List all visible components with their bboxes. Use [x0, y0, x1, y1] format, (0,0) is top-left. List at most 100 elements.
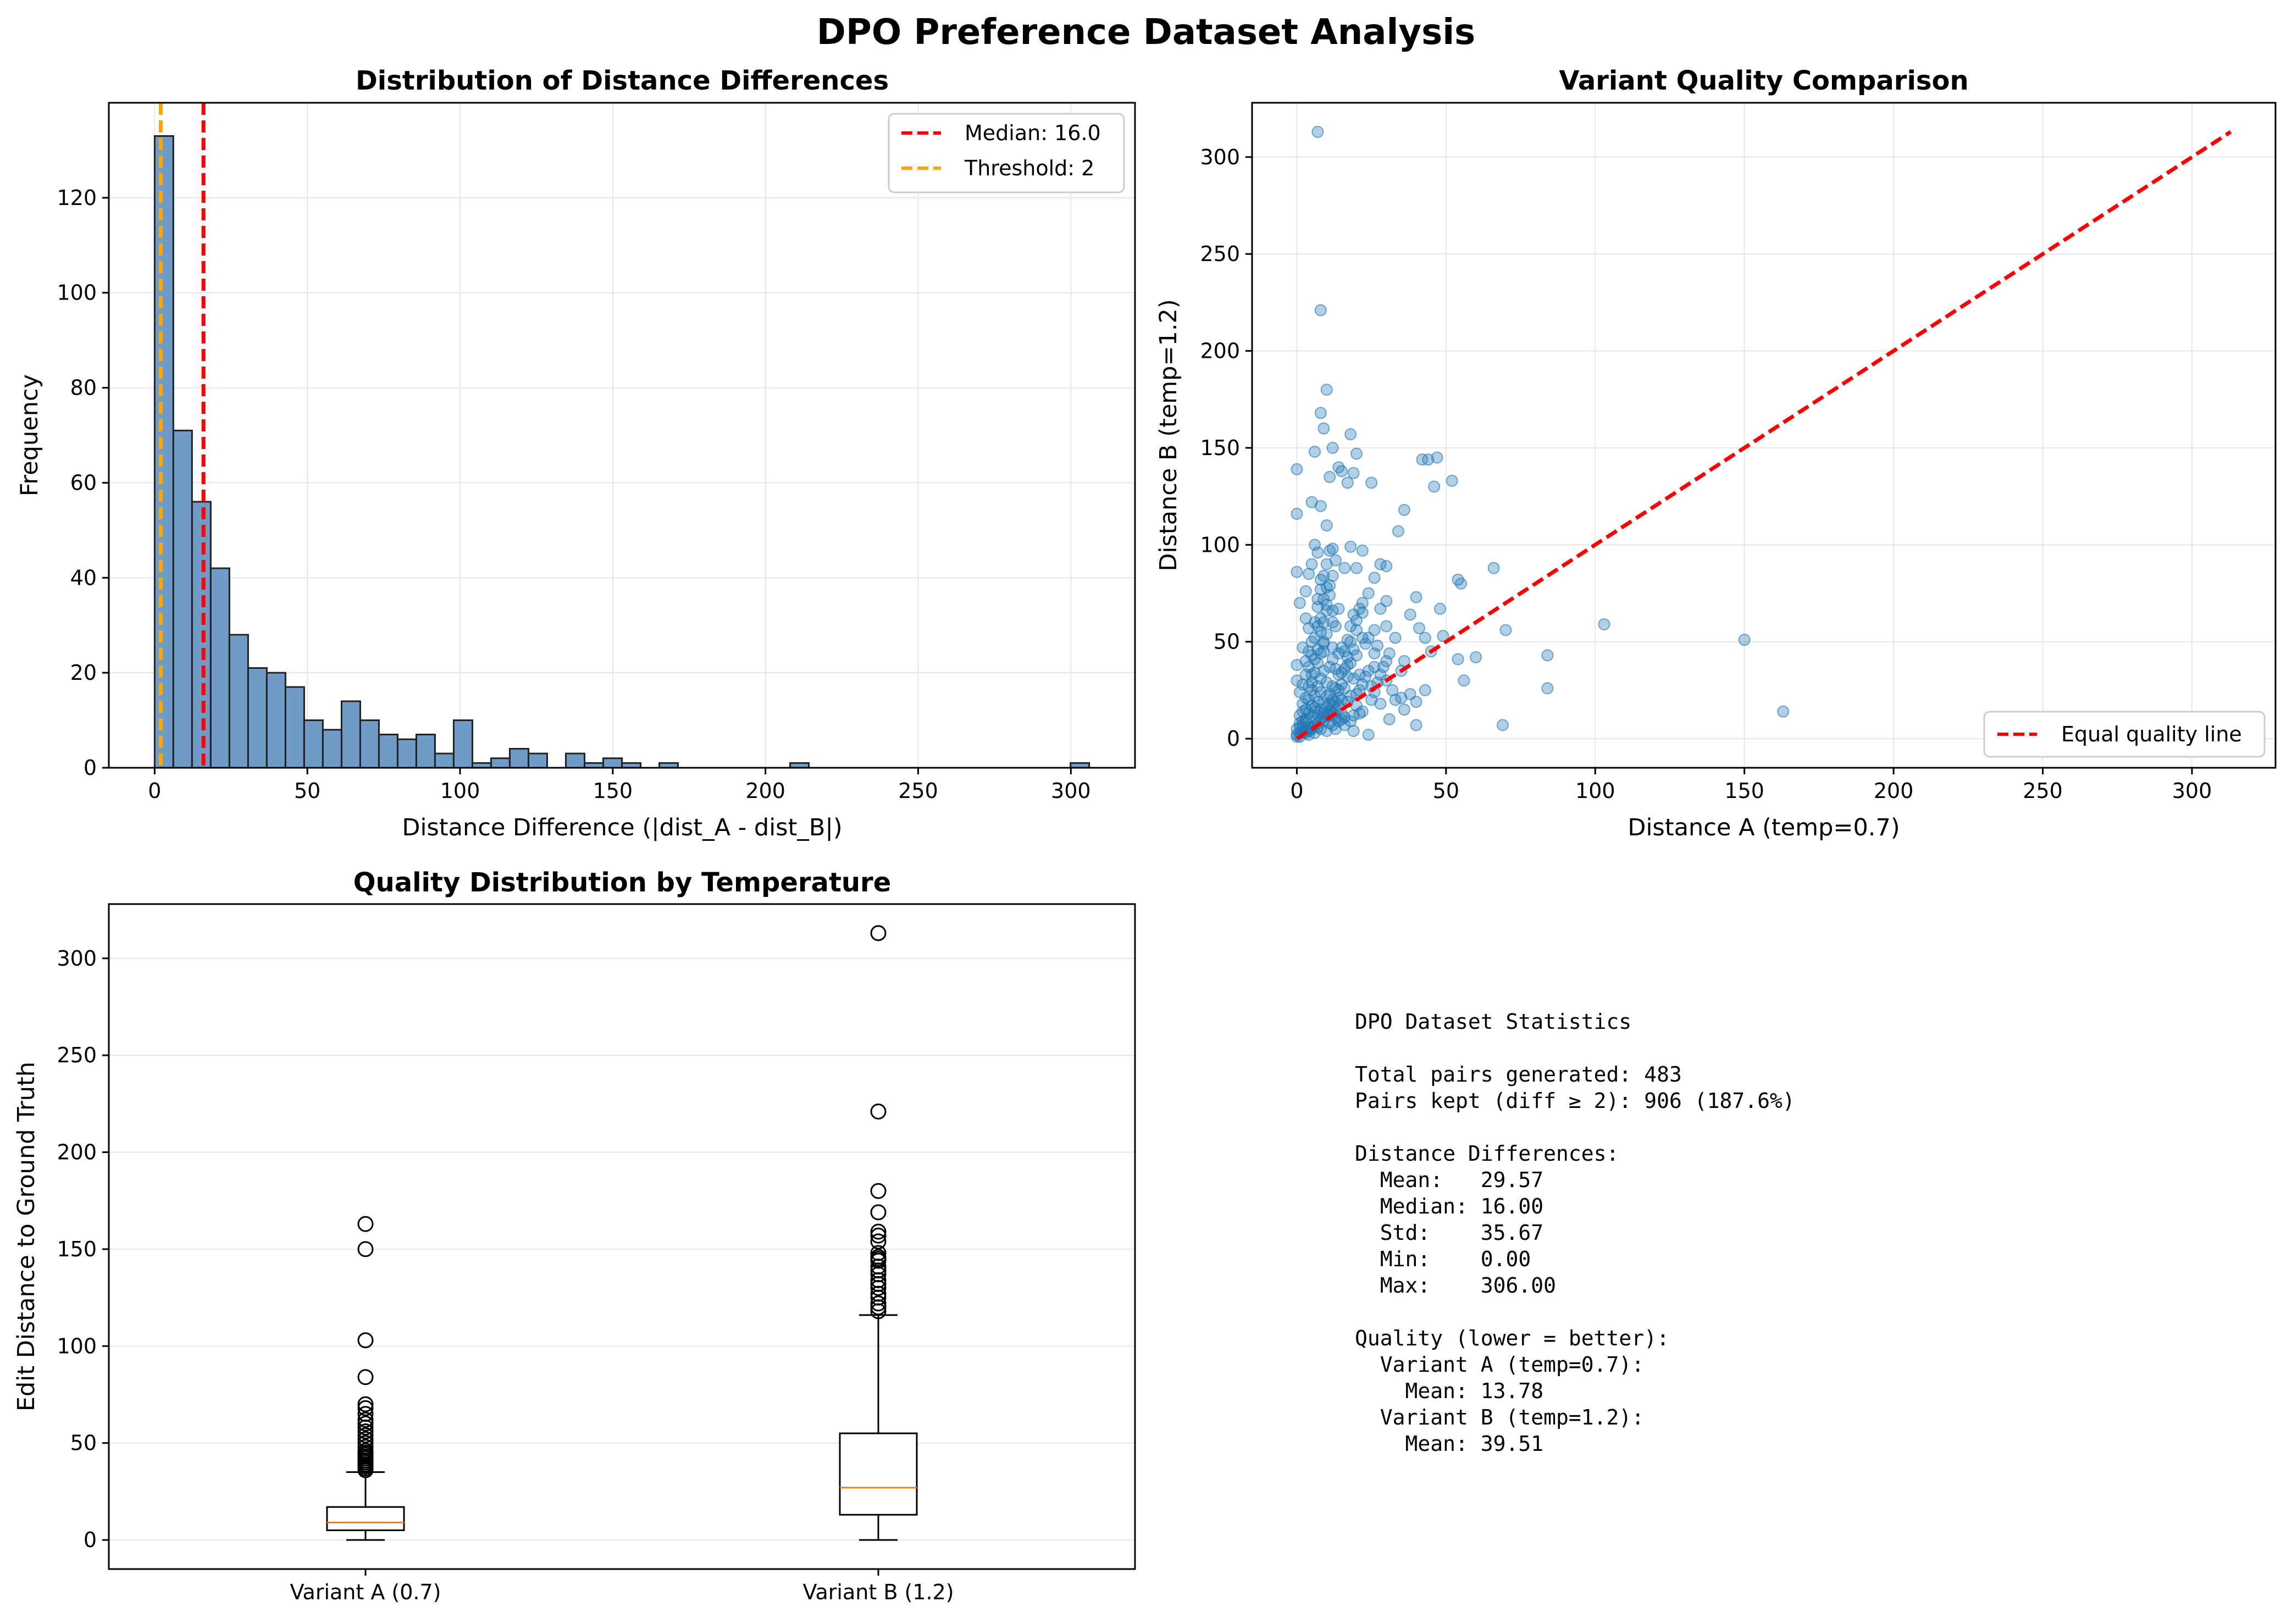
scatter-points: [1291, 125, 1790, 743]
histogram-bar: [340, 700, 361, 769]
scatter-point: [1303, 680, 1315, 692]
scatter-point: [1353, 602, 1366, 615]
histogram-bar: [322, 729, 342, 769]
y-tick-label: 300: [57, 946, 97, 971]
histogram-bars: [153, 135, 1090, 769]
histogram-legend: Median: 16.0 Threshold: 2: [888, 113, 1125, 193]
scatter-point: [1392, 525, 1404, 537]
scatter-point: [1499, 624, 1512, 636]
y-tick-label: 50: [70, 1431, 97, 1455]
x-tick-label: 100: [440, 779, 480, 803]
scatter-legend: Equal quality line: [1983, 711, 2266, 758]
box-outlier: [357, 1419, 374, 1435]
boxplot-axes-frame: [108, 903, 1136, 1570]
scatter-point: [1324, 544, 1336, 557]
x-tick-label: Variant B (1.2): [802, 1580, 954, 1604]
scatter-point: [1291, 566, 1303, 578]
histogram-bar: [191, 501, 212, 769]
scatter-point: [1404, 608, 1416, 621]
scatter-grid: [1252, 103, 2276, 768]
boxplot-ylabel: Edit Distance to Ground Truth: [13, 1062, 40, 1411]
legend-equal-label: Equal quality line: [2061, 722, 2242, 746]
histogram-axes-frame: [108, 102, 1136, 769]
y-tick-label: 80: [70, 376, 97, 400]
histogram-bar: [602, 757, 623, 769]
scatter-point: [1311, 125, 1324, 138]
scatter-point: [1419, 684, 1431, 696]
scatter-point: [1347, 724, 1360, 737]
scatter-point: [1410, 591, 1422, 603]
scatter-point: [1317, 616, 1330, 629]
scatter-point: [1314, 304, 1327, 317]
stats-line: Max: 306.00: [1355, 1273, 1556, 1298]
scatter-point: [1309, 445, 1321, 458]
equal-quality-line: [1296, 130, 2232, 741]
y-tick-label: 100: [1200, 533, 1240, 557]
scatter-point: [1335, 465, 1348, 478]
scatter-point: [1487, 562, 1500, 574]
scatter-point: [1326, 680, 1339, 692]
scatter-point: [1353, 668, 1366, 681]
histogram-title: Distribution of Distance Differences: [356, 65, 889, 96]
box-outlier: [870, 1299, 887, 1316]
scatter-point: [1368, 647, 1381, 659]
scatter-ylabel: Distance B (temp=1.2): [1155, 299, 1182, 571]
scatter-point: [1293, 717, 1306, 729]
scatter-point: [1330, 620, 1342, 633]
scatter-point: [1326, 441, 1339, 454]
scatter-point: [1350, 614, 1363, 627]
scatter-point: [1305, 558, 1318, 570]
stats-line: Mean: 29.57: [1355, 1168, 1543, 1192]
boxplot-boxes: [326, 925, 918, 1541]
scatter-point: [1380, 620, 1393, 633]
y-tick-label: 100: [57, 1334, 97, 1358]
y-tick-label: 50: [1214, 630, 1240, 654]
scatter-point: [1419, 631, 1431, 644]
scatter-point: [1398, 503, 1410, 516]
scatter-point: [1777, 705, 1790, 718]
scatter-point: [1446, 474, 1458, 487]
scatter-point: [1341, 476, 1354, 489]
boxplot-ticks: 0 50 100 150 200 250 300 Variant A (0.7) Variant…: [57, 946, 954, 1604]
scatter-point: [1332, 684, 1345, 696]
stats-line: Std: 35.67: [1355, 1221, 1543, 1245]
scatter-point: [1293, 597, 1306, 609]
y-tick-label: 200: [1200, 339, 1240, 363]
x-tick-label: 200: [1874, 779, 1914, 803]
histogram-bar: [415, 734, 436, 769]
box-outlier: [870, 1103, 887, 1119]
scatter-point: [1305, 635, 1318, 648]
scatter-point: [1347, 672, 1360, 685]
stats-line: Variant A (temp=0.7):: [1355, 1353, 1644, 1377]
scatter-point: [1359, 638, 1372, 650]
box-outlier: [870, 1303, 887, 1320]
x-tick-label: 200: [745, 779, 785, 803]
x-tick-label: 150: [1724, 779, 1764, 803]
y-tick-label: 40: [70, 566, 97, 590]
scatter-ticks: 0 50 100 150 200 250 300 0 50 100 150 200 250 300: [1200, 145, 2212, 803]
histogram-bar: [434, 752, 455, 769]
histogram-grid: [109, 103, 1135, 768]
scatter-point: [1383, 647, 1396, 659]
y-tick-label: 0: [84, 1528, 97, 1552]
scatter-point: [1317, 569, 1330, 582]
scatter-point: [1380, 595, 1393, 607]
scatter-point: [1311, 546, 1324, 559]
scatter-point: [1356, 544, 1369, 557]
scatter-point: [1368, 572, 1381, 584]
stats-line: Mean: 39.51: [1355, 1432, 1543, 1456]
y-tick-label: 150: [1200, 436, 1240, 460]
box-outlier: [357, 1415, 374, 1432]
stats-line: Min: 0.00: [1355, 1247, 1531, 1271]
scatter-point: [1338, 562, 1351, 574]
scatter-point: [1324, 470, 1336, 483]
scatter-point: [1383, 713, 1396, 725]
histogram-bar: [490, 757, 511, 769]
histogram-bar: [265, 672, 286, 769]
scatter-point: [1314, 583, 1327, 596]
y-tick-label: 0: [84, 756, 97, 780]
legend-box: [888, 113, 1125, 193]
legend-threshold-label: Threshold: 2: [964, 156, 1094, 180]
scatter-panel: Variant Quality Comparison 0 50 100 150 200 2…: [1155, 65, 2277, 841]
boxplot-panel: Quality Distribution by Temperature 0 50 1…: [13, 867, 1136, 1604]
